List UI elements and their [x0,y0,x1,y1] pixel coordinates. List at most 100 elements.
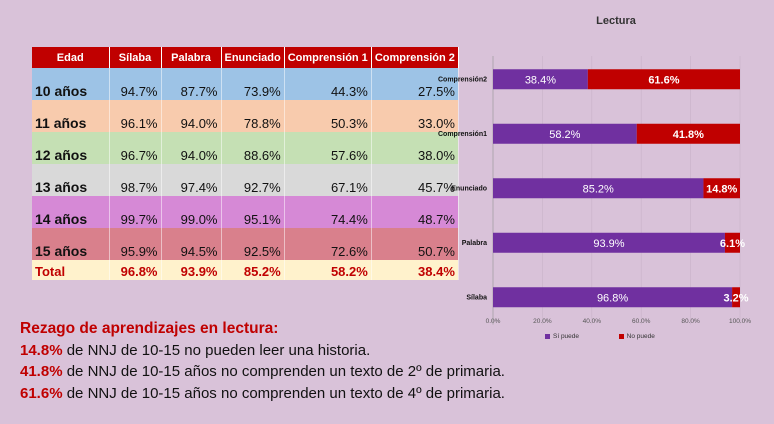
value-cell: 95.9% [109,228,162,260]
total-value-cell: 85.2% [221,260,285,280]
total-value-cell: 38.4% [371,260,459,280]
data-label: 41.8% [673,129,704,141]
value-cell: 92.7% [221,164,285,196]
value-cell: 45.7% [371,164,459,196]
note-line: 41.8% de NNJ de 10-15 años no comprenden… [20,361,505,383]
value-cell: 96.1% [109,100,162,132]
value-cell: 98.7% [109,164,162,196]
value-cell: 88.6% [221,132,285,164]
column-header: Palabra [161,47,222,68]
value-cell: 57.6% [284,132,372,164]
value-cell: 94.5% [161,228,222,260]
value-cell: 97.4% [161,164,222,196]
table-row: 11 años 96.1% 94.0% 78.8% 50.3% 33.0% [32,100,459,132]
data-label: 93.9% [593,238,624,250]
column-header: Comprensión 2 [371,47,459,68]
column-header: Comprensión 1 [284,47,372,68]
bar-segment [493,69,588,90]
total-row: Total 96.8% 93.9% 85.2% 58.2% 38.4% [32,260,459,280]
column-header: Edad [32,47,110,68]
note-text: de NNJ de 10-15 años no comprenden un te… [62,363,505,380]
category-label: Comprensión1 [438,131,487,138]
note-text: de NNJ de 10-15 no pueden leer una histo… [62,341,371,359]
x-tick-label: 100.0% [729,318,751,325]
value-cell: 50.3% [284,100,372,132]
value-cell: 50.7% [371,228,459,260]
value-cell: 67.1% [284,164,372,196]
value-cell: 94.0% [161,132,222,164]
column-header: Sílaba [109,47,162,68]
note-percent: 61.6% [20,384,63,402]
note-percent: 14.8% [20,341,63,359]
data-label: 61.6% [648,74,679,86]
value-cell: 78.8% [221,100,285,132]
notes-heading: Rezago de aprendizajes en lectura: [20,320,279,337]
total-label: Total [32,260,110,280]
value-cell: 74.4% [284,196,372,228]
category-label: Enunciado [451,185,487,192]
value-cell: 92.5% [221,228,285,260]
bar-segment [636,123,740,144]
category-label: Comprensión2 [438,76,487,83]
value-cell: 94.7% [109,68,162,100]
age-cell: 14 años [32,196,110,228]
note-percent: 41.8% [20,363,63,380]
value-cell: 95.1% [221,196,285,228]
value-cell: 38.0% [371,132,459,164]
legend-swatch-si [545,333,550,339]
x-tick-label: 20.0% [533,318,552,325]
total-value-cell: 58.2% [284,260,372,280]
data-label: 14.8% [706,183,737,195]
note-text: de NNJ de 10-15 años no comprenden un te… [62,384,505,402]
data-label: 96.8% [597,292,628,304]
note-line: 61.6% de NNJ de 10-15 años no comprenden… [20,383,505,405]
table-row: 13 años 98.7% 97.4% 92.7% 67.1% 45.7% [32,164,459,196]
data-label: 58.2% [549,129,580,141]
table-row: 10 años 94.7% 87.7% 73.9% 44.3% 27.5% [32,68,459,100]
legend-label-si: Sí puede [553,333,580,340]
age-cell: 11 años [32,100,110,132]
x-tick-label: 40.0% [583,318,602,325]
notes-block: Rezago de aprendizajes en lectura: 14.8%… [20,318,505,404]
table-row: 14 años 99.7% 99.0% 95.1% 74.4% 48.7% [32,196,459,228]
category-label: Palabra [462,240,487,247]
value-cell: 72.6% [284,228,372,260]
data-label: 3.2% [724,292,749,304]
data-label: 85.2% [583,183,614,195]
value-cell: 99.7% [109,196,162,228]
column-header: Enunciado [221,47,285,68]
bar-segment [493,123,637,144]
value-cell: 73.9% [221,68,285,100]
bar-segment [493,232,725,253]
value-cell: 33.0% [371,100,459,132]
x-tick-label: 60.0% [632,318,651,325]
chart-legend: Sí puede No puede [545,333,655,340]
value-cell: 87.7% [161,68,222,100]
bar-segment [493,287,733,308]
age-cell: 10 años [32,68,110,100]
age-cell: 13 años [32,164,110,196]
age-cell: 12 años [32,132,110,164]
legend-label-no: No puede [626,333,655,340]
bar-segment [703,178,740,199]
data-label: 38.4% [525,74,556,86]
reading-bar-chart: 0.0% 20.0% 40.0% 60.0% 80.0% 100.0%Comprensió… [438,56,751,325]
table-row: 15 años 95.9% 94.5% 92.5% 72.6% 50.7% [32,228,459,260]
value-cell: 94.0% [161,100,222,132]
note-line: 14.8% de NNJ de 10-15 no pueden leer una… [20,340,505,362]
x-tick-label: 80.0% [681,318,700,325]
value-cell: 27.5% [371,68,459,100]
total-value-cell: 93.9% [161,260,222,280]
bar-segment [493,178,704,199]
bar-segment [724,232,740,253]
value-cell: 96.7% [109,132,162,164]
total-value-cell: 96.8% [109,260,162,280]
category-label: Sílaba [466,294,487,301]
chart-title: Lectura [596,15,636,27]
data-label: 6.1% [720,238,745,250]
legend-swatch-no [618,333,624,339]
value-cell: 48.7% [371,196,459,228]
value-cell: 44.3% [284,68,372,100]
